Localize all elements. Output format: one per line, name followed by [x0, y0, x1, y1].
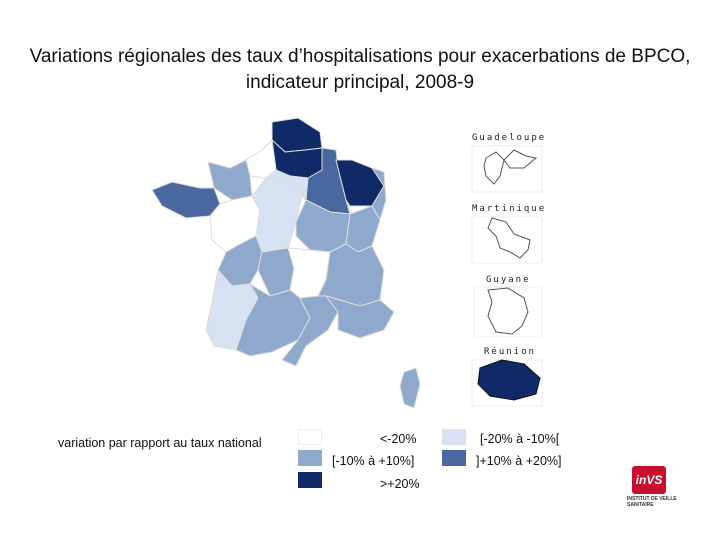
- invs-logo-text: INSTITUT DE VEILLE SANITAIRE: [627, 496, 677, 508]
- invs-logo-mark: inVS: [632, 466, 666, 494]
- region-bretagne: [151, 181, 221, 219]
- legend-swatch-gt-p20: [298, 472, 322, 488]
- legend-label-lt-m20: <-20%: [380, 432, 417, 446]
- region-corse: [399, 367, 421, 409]
- legend-title: variation par rapport au taux national: [58, 436, 262, 450]
- legend-swatch-m20-m10: [442, 429, 466, 445]
- metropole-regions: [151, 117, 421, 409]
- legend-label-m20-m10: [-20% à -10%[: [480, 432, 560, 446]
- reunion-shape: [477, 359, 541, 401]
- region-centre: [251, 175, 303, 253]
- guadeloupe-shape: [483, 149, 538, 185]
- region-limousin: [257, 247, 295, 297]
- guadeloupe-frame: [471, 145, 543, 193]
- guadeloupe-label: Guadeloupe: [472, 133, 546, 143]
- region-languedoc-roussillon: [281, 295, 339, 367]
- region-paca: [325, 295, 395, 339]
- guyane-label: Guyane: [486, 275, 531, 285]
- legend-label-p10-p20: ]+10% à +20%]: [476, 454, 562, 468]
- martinique-shape: [487, 217, 531, 259]
- legend-swatch-p10-p20: [442, 450, 466, 466]
- legend-swatch-lt-m20: [298, 429, 322, 445]
- region-haute-normandie: [245, 139, 277, 179]
- region-midi-pyrenees: [235, 283, 311, 357]
- map-title: Variations régionales des taux d’hospita…: [29, 46, 691, 93]
- region-basse-normandie: [207, 159, 253, 201]
- overseas: Guadeloupe Martinique Guyane Réunion: [471, 133, 546, 407]
- region-franche-comte: [345, 205, 381, 253]
- legend-swatch-m10-p10: [298, 450, 322, 466]
- invs-logo: inVS INSTITUT DE VEILLE SANITAIRE: [627, 466, 677, 508]
- legend-label-m10-p10: [-10% à +10%]: [332, 454, 415, 468]
- martinique-label: Martinique: [472, 204, 546, 214]
- guyane-shape: [487, 287, 529, 335]
- reunion-label: Réunion: [484, 346, 536, 357]
- legend-label-gt-p20: >+20%: [380, 477, 420, 491]
